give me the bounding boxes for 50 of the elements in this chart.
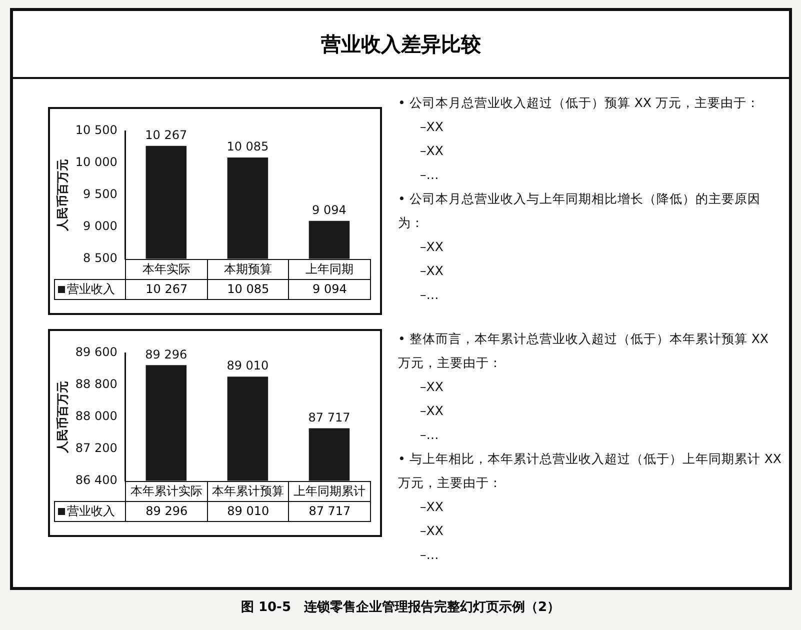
y-tick-label: 10 500 bbox=[75, 123, 118, 138]
data-label: 87 717 bbox=[288, 501, 370, 522]
text: 89 296 bbox=[145, 347, 188, 362]
text: –… bbox=[419, 426, 440, 444]
y-tick-label: 88 000 bbox=[75, 409, 118, 424]
y-axis-title: 人民币百万元 bbox=[55, 380, 70, 454]
data-label: 9 094 bbox=[288, 279, 370, 300]
legend-label: 营业收入 bbox=[54, 279, 126, 300]
x-tick-label: 本年实际 bbox=[126, 259, 208, 280]
text: –XX bbox=[419, 118, 444, 136]
text: –… bbox=[419, 286, 440, 304]
text: –XX bbox=[419, 142, 444, 160]
text: 87 717 bbox=[308, 410, 350, 424]
data-label: 89 296 bbox=[126, 501, 208, 522]
text: –XX bbox=[419, 262, 444, 280]
x-tick-label: 上年同期累计 bbox=[288, 481, 370, 502]
y-tick-label: 9 500 bbox=[83, 187, 118, 202]
legend-label: 营业收入 bbox=[54, 501, 126, 522]
y-tick-label: 88 800 bbox=[75, 377, 118, 392]
text: –XX bbox=[419, 378, 444, 396]
text: –XX bbox=[419, 522, 444, 540]
x-tick-label: 本年累计实际 bbox=[126, 481, 208, 502]
text: –… bbox=[419, 546, 440, 564]
x-tick-label: 上年同期 bbox=[288, 259, 370, 280]
text: • 公司本月总营业收入超过（低于）预算 XX 万元，主要由于： bbox=[398, 94, 760, 112]
text: –… bbox=[419, 166, 440, 184]
text: 9 094 bbox=[312, 202, 346, 217]
x-tick-label: 本期预算 bbox=[207, 259, 289, 280]
y-tick-label: 86 400 bbox=[75, 472, 118, 487]
y-axis-title: 人民币百万元 bbox=[55, 158, 70, 232]
text: • 整体而言，本年累计总营业收入超过（低于）本年累计预算 XX 万元，主要由于： bbox=[398, 330, 770, 372]
y-tick-label: 10 000 bbox=[75, 155, 118, 170]
y-tick-label: 8 500 bbox=[83, 250, 118, 265]
text: –XX bbox=[419, 498, 444, 516]
chart-title: 营业收入差异比较 bbox=[13, 11, 789, 79]
text: 10 267 bbox=[145, 128, 188, 142]
text: 10 085 bbox=[226, 140, 269, 154]
data-label: 10 267 bbox=[126, 279, 208, 300]
data-label: 89 010 bbox=[207, 501, 289, 522]
caption: 图 10-5 连锁零售企业管理报告完整幻灯页示例（2） bbox=[240, 598, 562, 616]
text: 89 010 bbox=[226, 358, 269, 373]
text: –XX bbox=[419, 238, 444, 256]
text: • 公司本月总营业收入与上年同期相比增长（降低）的主要原因为： bbox=[398, 190, 762, 232]
text: –XX bbox=[419, 402, 444, 420]
y-tick-label: 87 200 bbox=[75, 440, 118, 455]
y-tick-label: 9 000 bbox=[83, 218, 118, 233]
text: • 与上年相比，本年累计总营业收入超过（低于）上年同期累计 XX 万元，主要由于： bbox=[398, 450, 782, 492]
x-tick-label: 本年累计预算 bbox=[207, 481, 289, 502]
y-tick-label: 89 600 bbox=[75, 345, 118, 360]
data-label: 10 085 bbox=[207, 279, 289, 300]
